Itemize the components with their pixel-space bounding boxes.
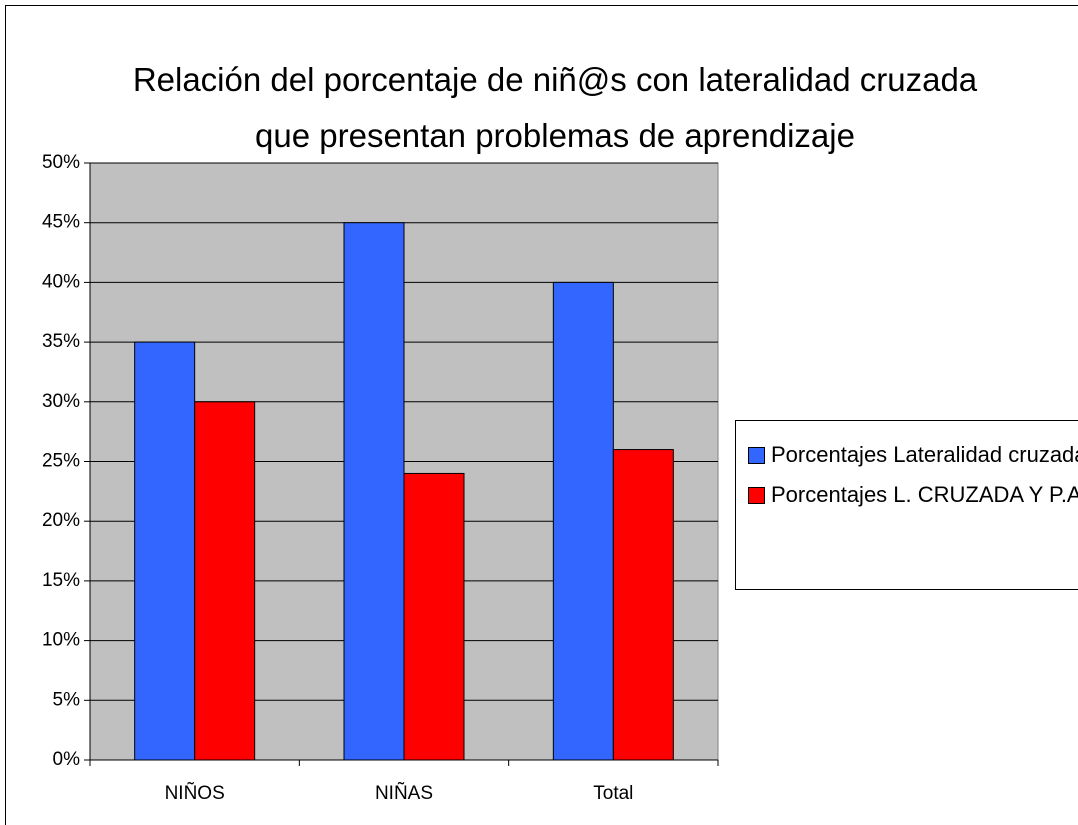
chart-border [5,5,1078,825]
y-tick-label: 25% [42,451,80,472]
bar [403,472,465,761]
x-tick-label: NIÑOS [165,782,225,804]
y-tick-label: 50% [42,152,80,173]
y-tick-label: 5% [53,689,81,710]
y-tick-label: 10% [42,630,80,651]
x-tick-label: NIÑAS [375,782,433,804]
bar [612,449,674,761]
legend-label: Porcentajes L. CRUZADA Y P.A. [771,482,1078,507]
y-tick-label: 35% [42,331,80,352]
y-tick-label: 20% [42,510,80,531]
legend-label: Porcentajes Lateralidad cruzada [771,442,1078,467]
legend-swatch [748,487,765,504]
y-tick-label: 30% [42,391,80,412]
x-tick-label: Total [593,783,633,804]
legend-entry: Porcentajes L. CRUZADA Y P.A. [748,479,1078,511]
y-tick-label: 15% [42,570,80,591]
bar [343,222,405,761]
legend: Porcentajes Lateralidad cruzada Porcentaj… [735,420,1078,590]
legend-swatch [748,447,765,464]
bar [134,341,196,761]
bar [552,281,614,761]
y-tick-label: 40% [42,271,80,292]
y-tick-label: 45% [42,212,80,233]
y-tick-label: 0% [53,749,81,770]
chart-title: Relación del porcentaje de niñ@s con lat… [132,61,978,154]
bar [194,401,256,761]
legend-entry: Porcentajes Lateralidad cruzada [748,439,1078,471]
